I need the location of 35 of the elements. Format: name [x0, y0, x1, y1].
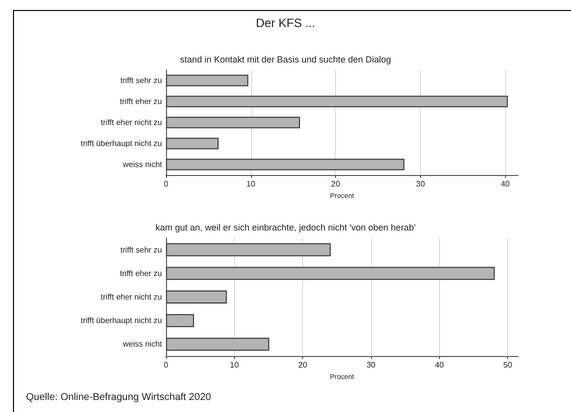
x-tick-label: 20 [331, 180, 341, 188]
y-tick-label: trifft eher zu [120, 268, 162, 278]
x-tick-label: 50 [503, 360, 513, 370]
y-tick-label: trifft eher zu [120, 97, 162, 106]
x-tick-label: 40 [434, 360, 444, 370]
bar [166, 243, 331, 256]
source-note: Quelle: Online-Befragung Wirtschaft 2020 [26, 392, 212, 403]
x-tick-label: 10 [246, 180, 256, 188]
y-tick-label: trifft überhaupt nicht zu [80, 316, 162, 326]
y-tick-label: weiss nicht [122, 160, 163, 169]
y-tick-label: trifft eher nicht zu [100, 118, 162, 127]
chart-subtitle: stand in Kontakt mit der Basis und suchte den Dialog [180, 54, 392, 64]
y-tick-label: weiss nicht [122, 340, 163, 349]
x-tick-label: 40 [500, 180, 510, 188]
bar [166, 96, 508, 108]
bar [166, 158, 404, 170]
bar [166, 338, 270, 351]
bar [166, 74, 248, 86]
y-tick-label: trifft eher nicht zu [100, 292, 162, 302]
x-tick-label: 20 [298, 360, 308, 370]
x-tick-label: 0 [164, 180, 169, 188]
y-tick-label: trifft sehr zu [120, 76, 162, 85]
bar [166, 116, 300, 128]
bar [166, 314, 194, 328]
x-tick-label: 0 [164, 360, 169, 370]
y-tick-label: trifft überhaupt nicht zu [80, 139, 162, 148]
bar [166, 138, 219, 150]
x-tick-label: 10 [230, 360, 240, 370]
bar [166, 266, 495, 280]
chart-title: Der KFS ... [256, 16, 316, 30]
x-tick-label: 30 [416, 180, 426, 188]
chart-title: kam gut an, weil er sich einbrachte, jedoch nicht 'von oben herab' [155, 222, 416, 232]
y-tick-label: trifft sehr zu [120, 245, 162, 254]
bar [166, 290, 227, 304]
x-tick-label: 30 [366, 360, 376, 370]
